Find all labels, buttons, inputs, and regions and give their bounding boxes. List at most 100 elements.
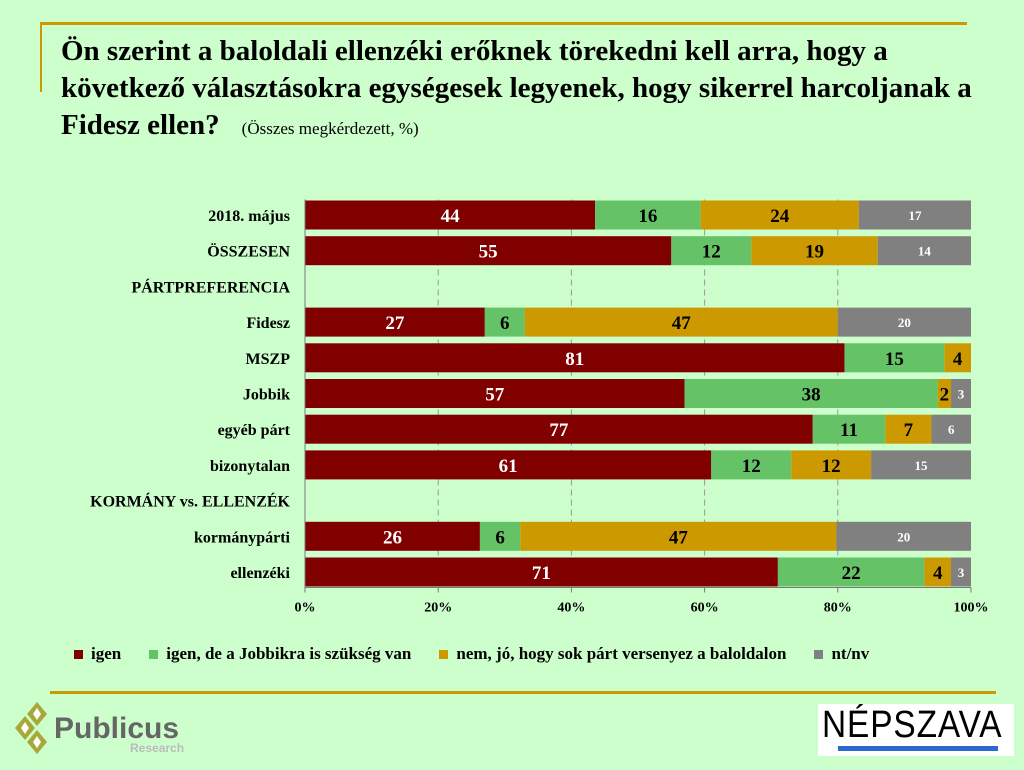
data-label: 3 <box>958 565 965 580</box>
x-tick-label: 40% <box>557 601 585 616</box>
left-rule <box>40 22 42 92</box>
x-tick-label: 60% <box>691 601 719 616</box>
legend-label: igen, de a Jobbikra is szükség van <box>166 644 412 663</box>
data-label: 16 <box>638 206 657 227</box>
data-label: 81 <box>565 349 584 370</box>
legend-label: nt/nv <box>831 644 870 663</box>
legend-swatch <box>439 649 449 659</box>
data-label: 20 <box>897 529 910 544</box>
data-label: 12 <box>742 456 761 477</box>
bar-segment <box>844 343 945 373</box>
legend-item: nt/nv <box>814 644 869 664</box>
data-label: 4 <box>953 349 963 370</box>
nepszava-tagline-bar <box>838 746 998 751</box>
bar-segment <box>837 307 971 337</box>
data-label: 7 <box>904 420 914 441</box>
bar-segment <box>671 236 752 266</box>
bar-segment <box>858 200 971 230</box>
bar-segment <box>595 200 701 230</box>
data-label: 6 <box>948 422 955 437</box>
svg-text:Research: Research <box>130 741 184 755</box>
bar-segment <box>791 450 872 480</box>
bar-segment <box>836 521 971 551</box>
data-label: 47 <box>672 313 692 334</box>
legend: igen igen, de a Jobbikra is szükség van ne… <box>74 644 897 664</box>
category-label: ÖSSZESEN <box>207 243 290 261</box>
title-text: Ön szerint a baloldali ellenzéki erőknek… <box>61 35 972 141</box>
bar-segment <box>305 200 596 230</box>
nepszava-logo: NÉPSZAVA <box>818 704 1014 756</box>
bar-segment <box>684 379 938 408</box>
data-label: 38 <box>802 385 821 406</box>
bar-segment <box>931 414 971 444</box>
legend-item: igen <box>74 644 121 664</box>
bar-segment <box>305 236 672 266</box>
bar-segment <box>305 379 685 408</box>
bar-segment <box>305 557 778 587</box>
bar-segment <box>479 521 521 551</box>
legend-item: nem, jó, hogy sok párt versenyez a balol… <box>439 644 786 664</box>
bar-segment <box>484 307 525 337</box>
data-label: 47 <box>669 527 689 548</box>
data-label: 57 <box>485 385 505 406</box>
nepszava-wordmark: NÉPSZAVA <box>822 704 1003 746</box>
bar-segment <box>751 236 878 266</box>
legend-item: igen, de a Jobbikra is szükség van <box>149 644 411 664</box>
bar-segment <box>520 521 837 551</box>
bar-segment <box>812 414 886 444</box>
category-label: MSZP <box>246 351 291 368</box>
data-label: 19 <box>805 242 824 263</box>
category-label: Jobbik <box>243 387 290 404</box>
data-label: 4 <box>933 563 943 584</box>
category-label: kormánypárti <box>194 529 291 546</box>
subtitle: (Összes megkérdezett, %) <box>241 119 419 138</box>
data-label: 2 <box>940 385 950 406</box>
data-label: 22 <box>842 563 861 584</box>
legend-label: igen <box>91 644 122 663</box>
svg-text:Publicus: Publicus <box>54 712 179 745</box>
legend-label: nem, jó, hogy sok párt versenyez a balol… <box>456 644 787 663</box>
bar-segment <box>877 236 971 266</box>
x-tick-label: 0% <box>295 601 316 616</box>
top-rule <box>40 22 967 25</box>
data-label: 6 <box>500 313 510 334</box>
data-label: 17 <box>908 208 922 223</box>
bar-segment <box>951 557 971 587</box>
data-label: 15 <box>915 458 929 473</box>
data-label: 12 <box>822 456 841 477</box>
bar-segment <box>871 450 971 480</box>
data-label: 71 <box>532 563 551 584</box>
data-label: 11 <box>840 420 858 441</box>
data-label: 44 <box>441 206 461 227</box>
data-label: 14 <box>918 244 932 259</box>
data-label: 3 <box>958 387 965 402</box>
data-label: 77 <box>549 420 569 441</box>
slide-title: Ön szerint a baloldali ellenzéki erőknek… <box>61 33 991 147</box>
bar-segment <box>924 557 952 587</box>
x-tick-label: 80% <box>824 601 852 616</box>
data-label: 6 <box>495 527 505 548</box>
legend-swatch <box>814 649 824 659</box>
bar-segment <box>700 200 859 230</box>
bar-segment <box>305 521 480 551</box>
category-label: Fidesz <box>246 315 290 332</box>
category-label: bizonytalan <box>210 458 290 475</box>
data-label: 27 <box>385 313 405 334</box>
data-label: 61 <box>499 456 518 477</box>
data-label: 20 <box>898 315 911 330</box>
x-tick-label: 100% <box>954 601 989 616</box>
category-label: ellenzéki <box>230 565 290 582</box>
bar-segment <box>305 307 485 337</box>
bar-segment <box>305 450 712 480</box>
bar-segment <box>305 414 813 444</box>
legend-swatch <box>74 649 83 659</box>
category-label: 2018. május <box>208 208 290 225</box>
data-label: 24 <box>770 206 790 227</box>
data-label: 12 <box>702 242 721 263</box>
bar-segment <box>777 557 925 587</box>
bar-segment <box>951 379 971 408</box>
bar-segment <box>937 379 952 408</box>
bar-segment <box>944 343 971 373</box>
